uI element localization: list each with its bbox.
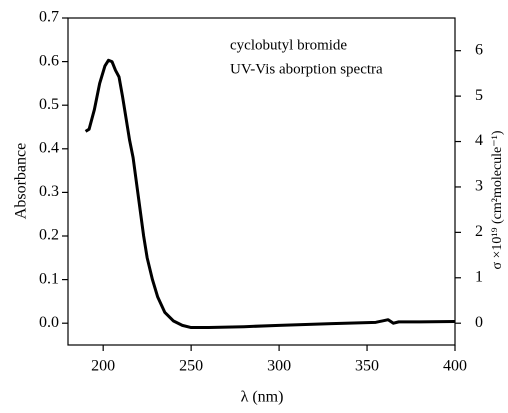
y2-axis-label: σ ×10¹⁹ (cm²molecule⁻¹) — [490, 130, 505, 269]
y-tick-label: 0.0 — [39, 314, 59, 331]
y-tick-label: 0.2 — [39, 227, 59, 244]
y2-tick-label: 2 — [475, 223, 483, 240]
y-tick-label: 0.3 — [39, 183, 59, 200]
y-tick-label: 0.6 — [39, 52, 59, 69]
y2-tick-label: 0 — [475, 314, 483, 331]
x-tick-label: 400 — [443, 358, 467, 375]
y-tick-label: 0.7 — [39, 9, 59, 26]
plot-frame — [67, 17, 456, 346]
y-axis-label: Absorbance — [13, 143, 30, 219]
annotation: UV-Vis aborption spectra — [230, 61, 383, 77]
x-tick-label: 350 — [355, 358, 379, 375]
annotation: cyclobutyl bromide — [230, 37, 347, 53]
data-line — [84, 58, 456, 330]
y2-tick-label: 5 — [475, 87, 483, 104]
x-tick-label: 300 — [267, 358, 291, 375]
y-tick-label: 0.1 — [39, 270, 59, 287]
x-axis-label: λ (nm) — [241, 389, 284, 406]
y2-tick-label: 4 — [475, 132, 483, 149]
y-tick-label: 0.4 — [39, 139, 59, 156]
y-tick-label: 0.5 — [39, 96, 59, 113]
y2-tick-label: 3 — [475, 178, 483, 195]
y2-tick-label: 6 — [475, 41, 483, 58]
x-tick-label: 200 — [91, 358, 115, 375]
y2-tick-label: 1 — [475, 268, 483, 285]
x-tick-label: 250 — [179, 358, 203, 375]
